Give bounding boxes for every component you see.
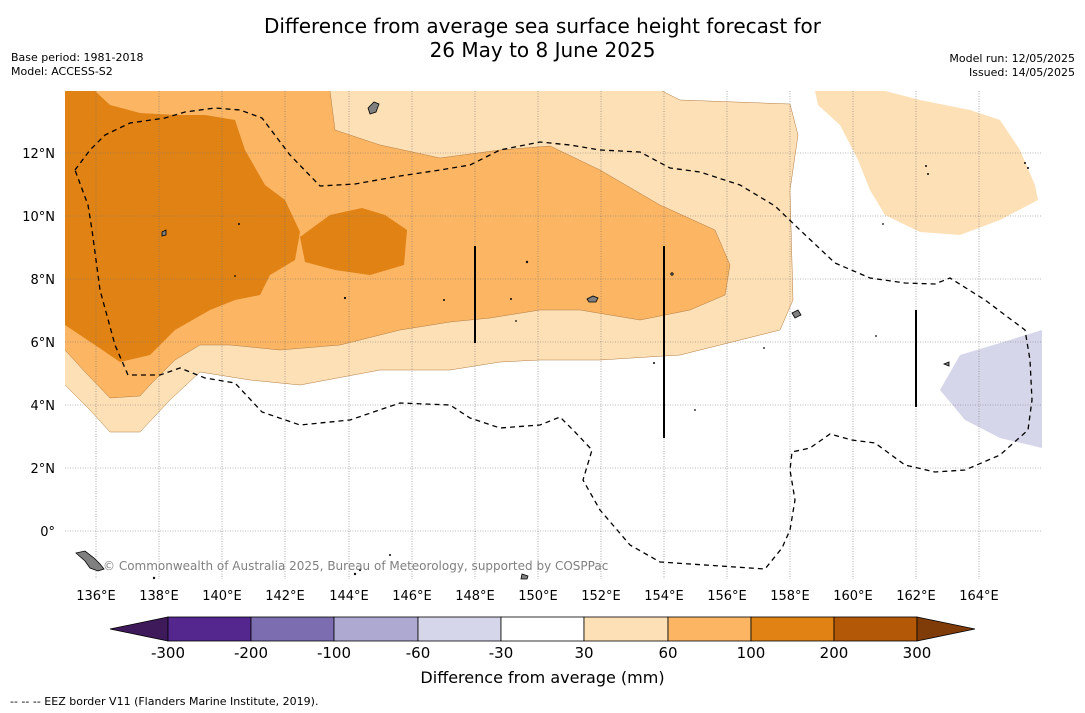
colorbar-bin xyxy=(500,616,585,642)
sea-level-anomaly-30-60-east xyxy=(815,91,1038,235)
colorbar-label: -30 xyxy=(489,644,514,662)
model-name: Model: ACCESS-S2 xyxy=(11,65,113,78)
colorbar-labels: -300 -200 -100 -60 -30 30 60 100 200 300 xyxy=(151,644,931,662)
colorbar-label: 100 xyxy=(737,644,766,662)
lon-label: 154°E xyxy=(644,589,684,604)
colorbar-bin xyxy=(667,616,752,642)
island xyxy=(791,309,802,319)
longitude-labels: 136°E 138°E 140°E 142°E 144°E 146°E 148°… xyxy=(76,589,999,604)
lon-label: 160°E xyxy=(833,589,873,604)
colorbar-label: 30 xyxy=(574,644,593,662)
map-gridlines xyxy=(65,91,1042,579)
lon-label: 144°E xyxy=(329,589,369,604)
eez-footnote: -- -- -- EEZ border V11 (Flanders Marine… xyxy=(10,695,319,708)
lon-label: 156°E xyxy=(707,589,747,604)
colorbar-label: 60 xyxy=(658,644,677,662)
lat-label: 0° xyxy=(40,525,55,540)
lon-label: 150°E xyxy=(518,589,558,604)
colorbar-label: 300 xyxy=(903,644,932,662)
lon-label: 148°E xyxy=(455,589,495,604)
lon-label: 164°E xyxy=(959,589,999,604)
colorbar-label: -300 xyxy=(151,644,185,662)
colorbar-extend-low xyxy=(109,616,169,642)
colorbar-extend-high xyxy=(916,616,976,642)
lat-label: 12°N xyxy=(22,147,55,162)
title-line-2: 26 May to 8 June 2025 xyxy=(429,38,656,62)
lon-label: 142°E xyxy=(265,589,305,604)
island xyxy=(75,550,105,572)
lat-label: 10°N xyxy=(22,210,55,225)
island xyxy=(586,295,599,303)
colorbar-bin xyxy=(333,616,419,642)
eez-border xyxy=(74,107,1033,570)
map-title: Difference from average sea surface heig… xyxy=(0,14,1085,62)
island xyxy=(942,361,950,367)
lon-label: 136°E xyxy=(76,589,116,604)
colorbar-label: -100 xyxy=(317,644,351,662)
sea-level-anomaly-100-200-island xyxy=(300,208,407,275)
colorbar xyxy=(109,616,976,642)
lat-label: 2°N xyxy=(31,462,56,477)
copyright-credit: © Commonwealth of Australia 2025, Bureau… xyxy=(103,559,608,573)
lon-label: 152°E xyxy=(581,589,621,604)
model-run: Model run: 12/05/2025 xyxy=(949,52,1075,65)
colorbar-label: 200 xyxy=(820,644,849,662)
lat-label: 4°N xyxy=(31,399,56,414)
lat-label: 6°N xyxy=(31,336,56,351)
title-line-1: Difference from average sea surface heig… xyxy=(263,14,822,38)
colorbar-bin xyxy=(167,616,252,642)
lon-label: 162°E xyxy=(896,589,936,604)
islands xyxy=(75,101,1030,580)
run-info: Model run: 12/05/2025 Issued: 14/05/2025 xyxy=(949,52,1075,80)
base-period: Base period: 1981-2018 xyxy=(11,51,144,64)
colorbar-bin xyxy=(583,616,669,642)
map-plot xyxy=(65,91,1042,448)
bearing-markers xyxy=(474,246,917,438)
colorbar-bin xyxy=(250,616,335,642)
colorbar-label: -200 xyxy=(234,644,268,662)
colorbar-bin xyxy=(417,616,502,642)
contour-lines xyxy=(65,91,799,433)
sea-level-anomaly-minus-30-60 xyxy=(940,330,1042,448)
colorbar-label: -60 xyxy=(406,644,431,662)
lon-label: 138°E xyxy=(139,589,179,604)
lon-label: 140°E xyxy=(202,589,242,604)
island xyxy=(161,229,167,237)
lon-label: 146°E xyxy=(392,589,432,604)
colorbar-bin xyxy=(833,616,918,642)
issued-date: Issued: 14/05/2025 xyxy=(968,66,1075,79)
lon-label: 158°E xyxy=(770,589,810,604)
model-info: Base period: 1981-2018 Model: ACCESS-S2 xyxy=(11,51,143,79)
latitude-labels: 12°N 10°N 8°N 6°N 4°N 2°N 0° xyxy=(22,147,55,540)
colorbar-bin xyxy=(750,616,835,642)
sea-level-anomaly-100-200 xyxy=(65,91,300,362)
colorbar-title: Difference from average (mm) xyxy=(420,668,665,687)
lat-label: 8°N xyxy=(31,273,56,288)
island xyxy=(520,573,529,580)
island xyxy=(367,101,380,115)
